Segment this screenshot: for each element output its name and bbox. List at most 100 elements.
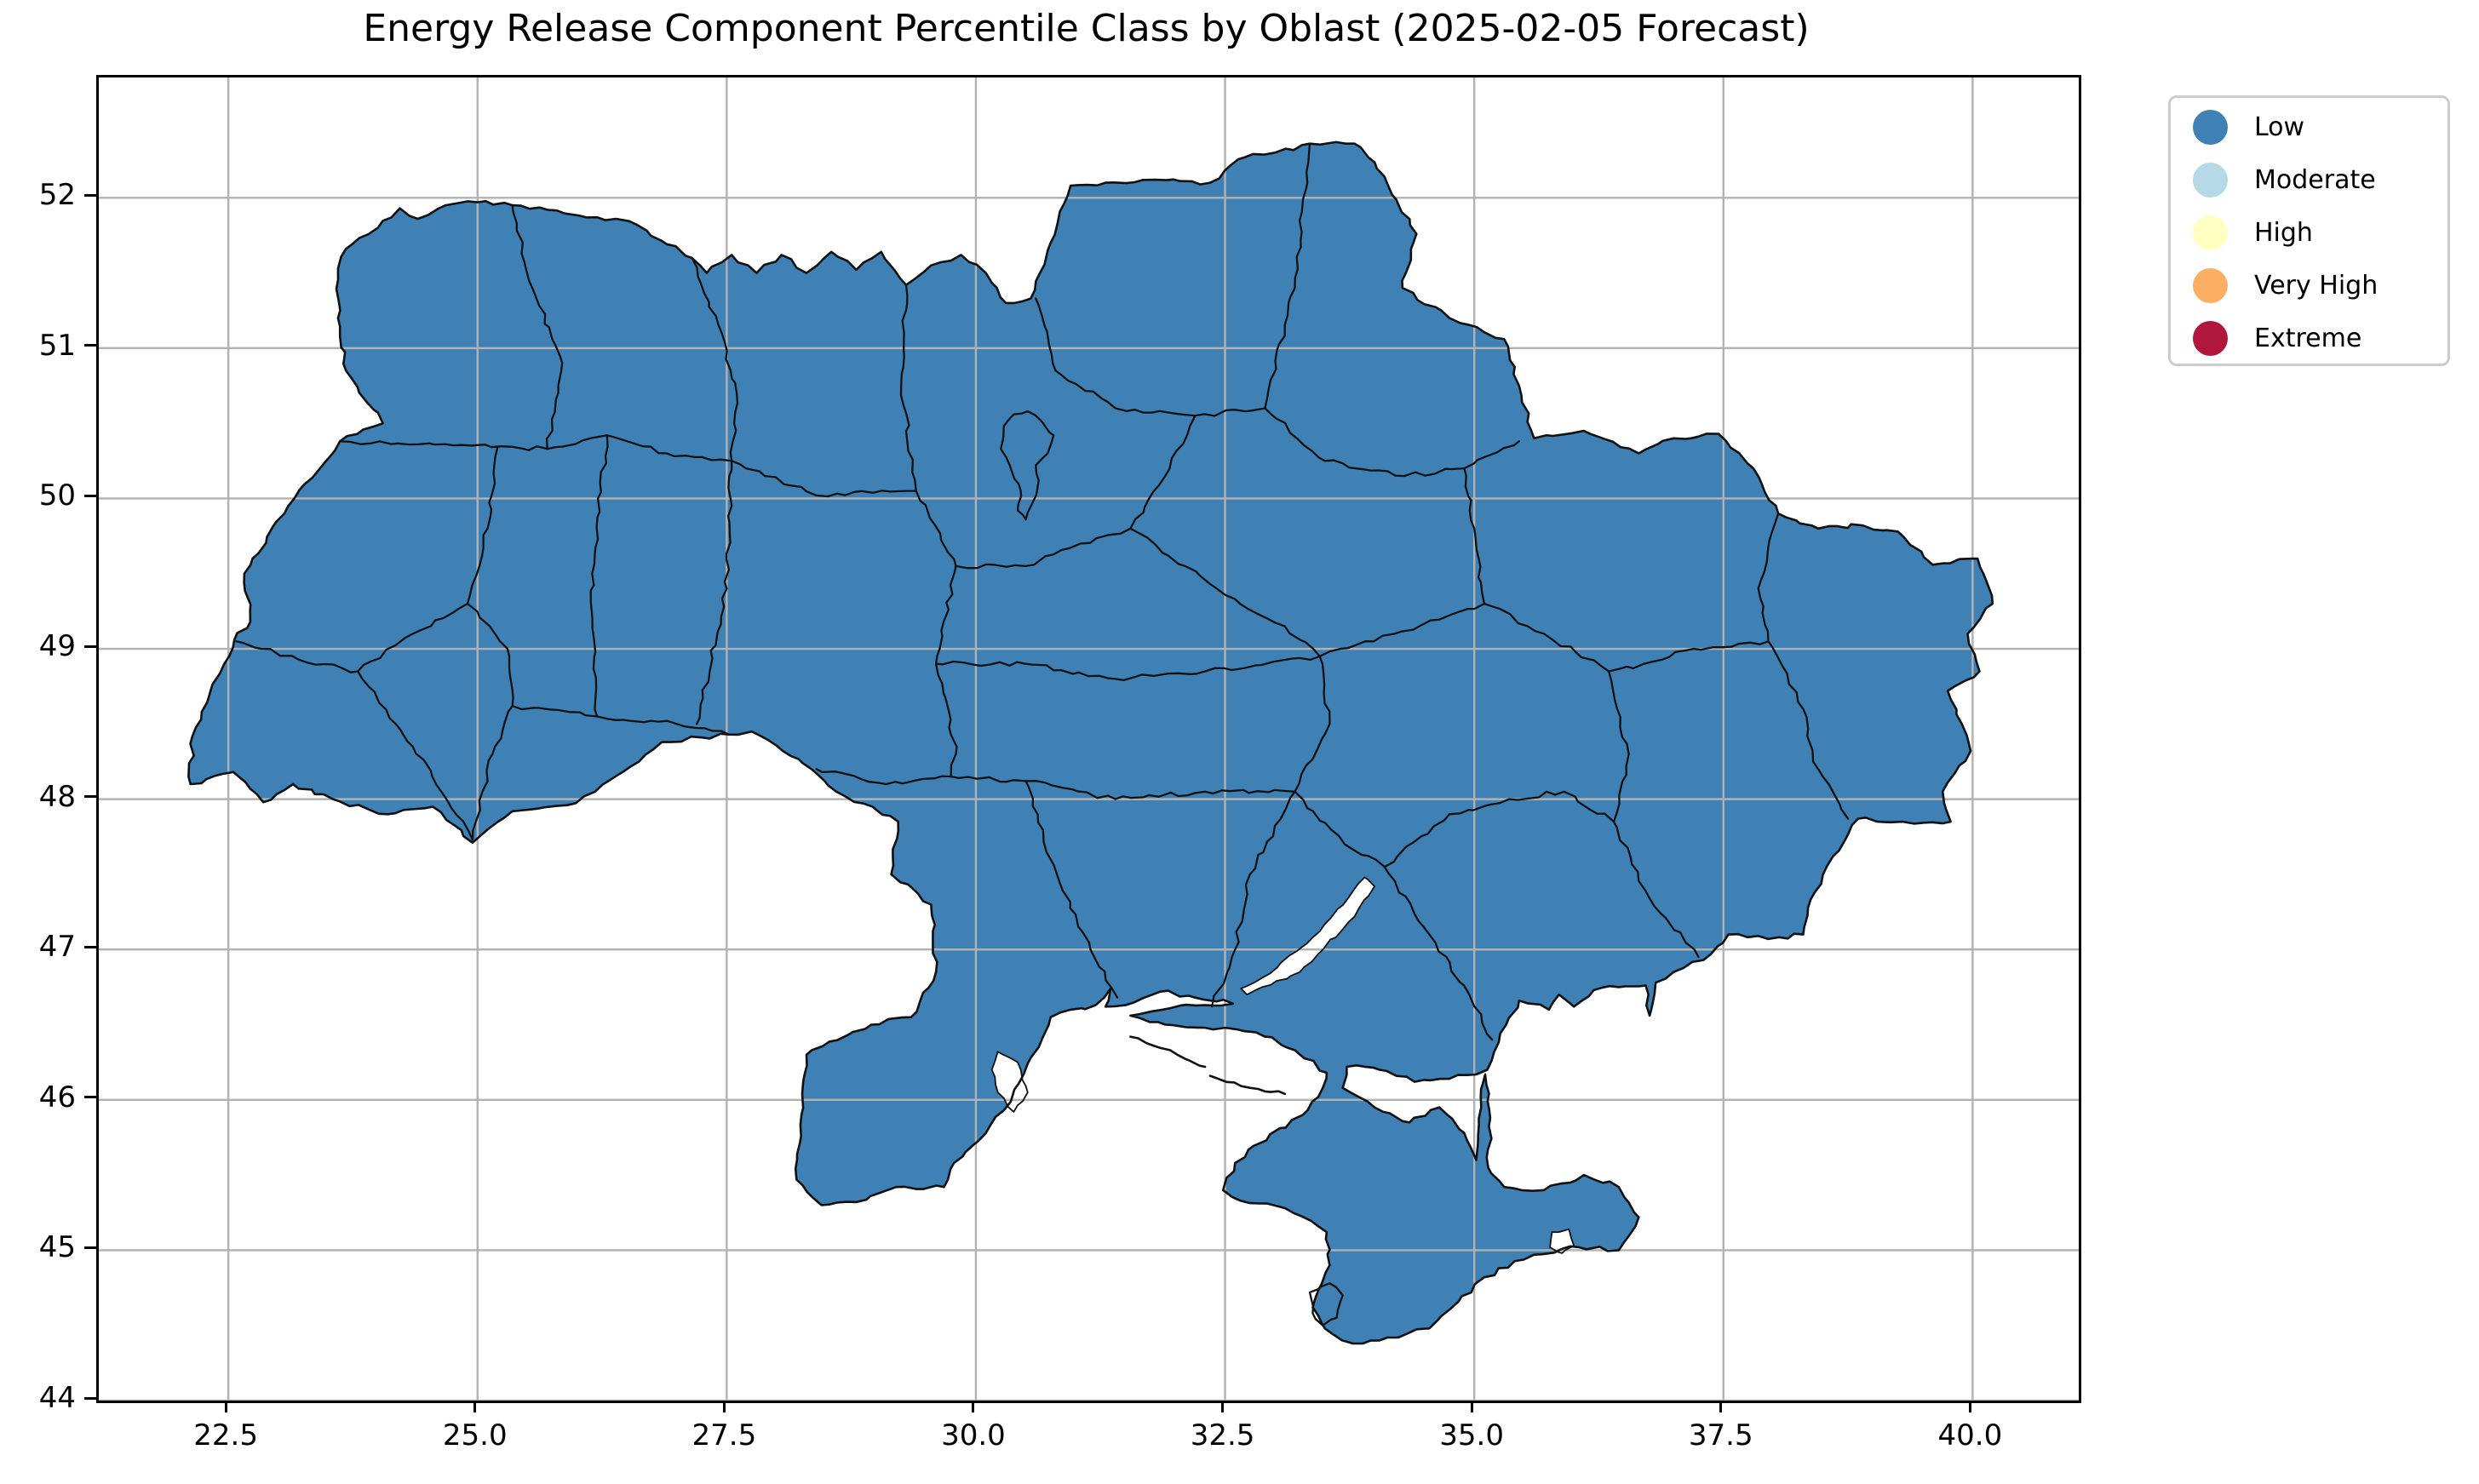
oblast-border xyxy=(466,446,499,605)
legend-marker-icon xyxy=(2193,162,2228,198)
country-fill xyxy=(188,141,1993,1344)
y-axis-tick xyxy=(84,1396,96,1400)
oblast-border xyxy=(1612,820,1700,959)
legend-label: High xyxy=(2254,217,2313,248)
oblast-border xyxy=(1129,527,1321,658)
x-axis-tick-label: 30.0 xyxy=(941,1418,1006,1452)
water-body-outline xyxy=(1549,1228,1575,1254)
legend-label: Extreme xyxy=(2254,324,2362,354)
water-body-outline xyxy=(990,1051,1029,1113)
oblast-border xyxy=(691,256,739,462)
legend-item-very-high: Very High xyxy=(2171,260,2378,312)
oblast-border xyxy=(1483,602,1610,673)
legend-item-high: High xyxy=(2171,206,2313,259)
chart-title: Energy Release Component Percentile Clas… xyxy=(363,7,1810,50)
y-axis-tick xyxy=(84,494,96,497)
y-axis-tick-label: 47 xyxy=(38,930,76,965)
city-enclave-border xyxy=(1308,1282,1344,1326)
oblast-border xyxy=(511,705,730,736)
oblast-border xyxy=(731,460,917,498)
y-axis-tick-label: 48 xyxy=(38,779,76,814)
oblast-border xyxy=(915,490,957,568)
x-axis-tick-label: 40.0 xyxy=(1937,1418,2003,1452)
x-axis-tick-label: 32.5 xyxy=(1190,1418,1255,1452)
oblast-border xyxy=(1294,790,1386,868)
y-axis-tick xyxy=(84,193,96,197)
y-axis-tick-label: 49 xyxy=(38,629,76,664)
oblast-border xyxy=(1608,640,1770,673)
ukraine-choropleth-map xyxy=(99,77,2079,1401)
x-axis-tick-label: 37.5 xyxy=(1688,1418,1753,1452)
oblast-border xyxy=(955,527,1132,570)
legend-marker-icon xyxy=(2193,321,2228,357)
legend-label: Moderate xyxy=(2254,164,2376,195)
oblast-border xyxy=(934,564,958,778)
oblast-border xyxy=(899,284,917,492)
x-axis-tick xyxy=(473,1401,477,1412)
coastal-spit xyxy=(1129,1035,1207,1069)
legend-label: Low xyxy=(2254,112,2305,142)
x-axis-tick xyxy=(1470,1401,1473,1412)
oblast-border xyxy=(339,434,733,462)
oblast-border xyxy=(815,768,1296,800)
x-axis-tick xyxy=(1221,1401,1225,1412)
oblast-border xyxy=(511,203,564,450)
oblast-border xyxy=(1024,780,1119,999)
x-axis-tick-label: 25.0 xyxy=(442,1418,508,1452)
legend-item-low: Low xyxy=(2171,100,2304,153)
y-axis-tick-label: 50 xyxy=(38,478,76,513)
x-axis-tick xyxy=(1968,1401,1971,1412)
oblast-border xyxy=(1129,415,1196,530)
oblast-border xyxy=(235,640,474,841)
oblast-border xyxy=(1608,670,1630,823)
country-outline xyxy=(187,140,1994,1345)
y-axis-tick xyxy=(84,645,96,648)
oblast-border xyxy=(1383,865,1494,1041)
oblast-border xyxy=(1264,407,1520,478)
y-axis-tick xyxy=(84,945,96,948)
oblast-border xyxy=(934,655,1321,682)
x-axis-tick-label: 35.0 xyxy=(1439,1418,1504,1452)
oblast-border xyxy=(1383,790,1615,868)
land-fill-layer xyxy=(188,141,1993,1344)
y-axis-tick xyxy=(84,344,96,347)
x-axis-tick xyxy=(1719,1401,1723,1412)
oblast-border xyxy=(1264,142,1311,410)
gridlines xyxy=(99,77,2079,1401)
water-body-outline xyxy=(1240,876,1375,996)
legend-marker-icon xyxy=(2193,109,2228,145)
y-axis-tick-label: 51 xyxy=(38,328,76,363)
oblast-border xyxy=(1035,297,1266,417)
y-axis-tick xyxy=(84,1096,96,1099)
y-axis-tick-label: 44 xyxy=(38,1381,76,1415)
oblast-border xyxy=(466,602,514,708)
y-axis-tick xyxy=(84,795,96,799)
y-axis-tick xyxy=(84,1246,96,1249)
oblast-border xyxy=(471,705,514,841)
boundary-stroke-layer xyxy=(187,140,1994,1345)
x-axis-tick-label: 27.5 xyxy=(691,1418,757,1452)
oblast-border xyxy=(696,460,733,725)
legend-marker-icon xyxy=(2193,215,2228,250)
x-axis-tick xyxy=(224,1401,227,1412)
oblast-border xyxy=(357,602,469,673)
oblast-border xyxy=(1318,602,1486,658)
city-enclave-border xyxy=(1000,410,1055,521)
oblast-border xyxy=(1294,655,1331,793)
y-axis-tick-label: 52 xyxy=(38,178,76,213)
oblast-border xyxy=(1767,640,1850,820)
legend-item-extreme: Extreme xyxy=(2171,312,2361,365)
oblast-border xyxy=(1757,512,1780,643)
oblast-border xyxy=(589,434,609,718)
oblast-border xyxy=(1211,790,1296,1008)
x-axis-tick xyxy=(972,1401,975,1412)
x-axis-tick xyxy=(722,1401,726,1412)
legend-marker-icon xyxy=(2193,268,2228,304)
y-axis-tick-label: 46 xyxy=(38,1080,76,1114)
oblast-border xyxy=(1463,467,1486,605)
y-axis-tick-label: 45 xyxy=(38,1230,76,1265)
legend: Low Moderate High Very High Extreme xyxy=(2168,95,2450,366)
legend-item-moderate: Moderate xyxy=(2171,153,2376,206)
x-axis-tick-label: 22.5 xyxy=(193,1418,258,1452)
